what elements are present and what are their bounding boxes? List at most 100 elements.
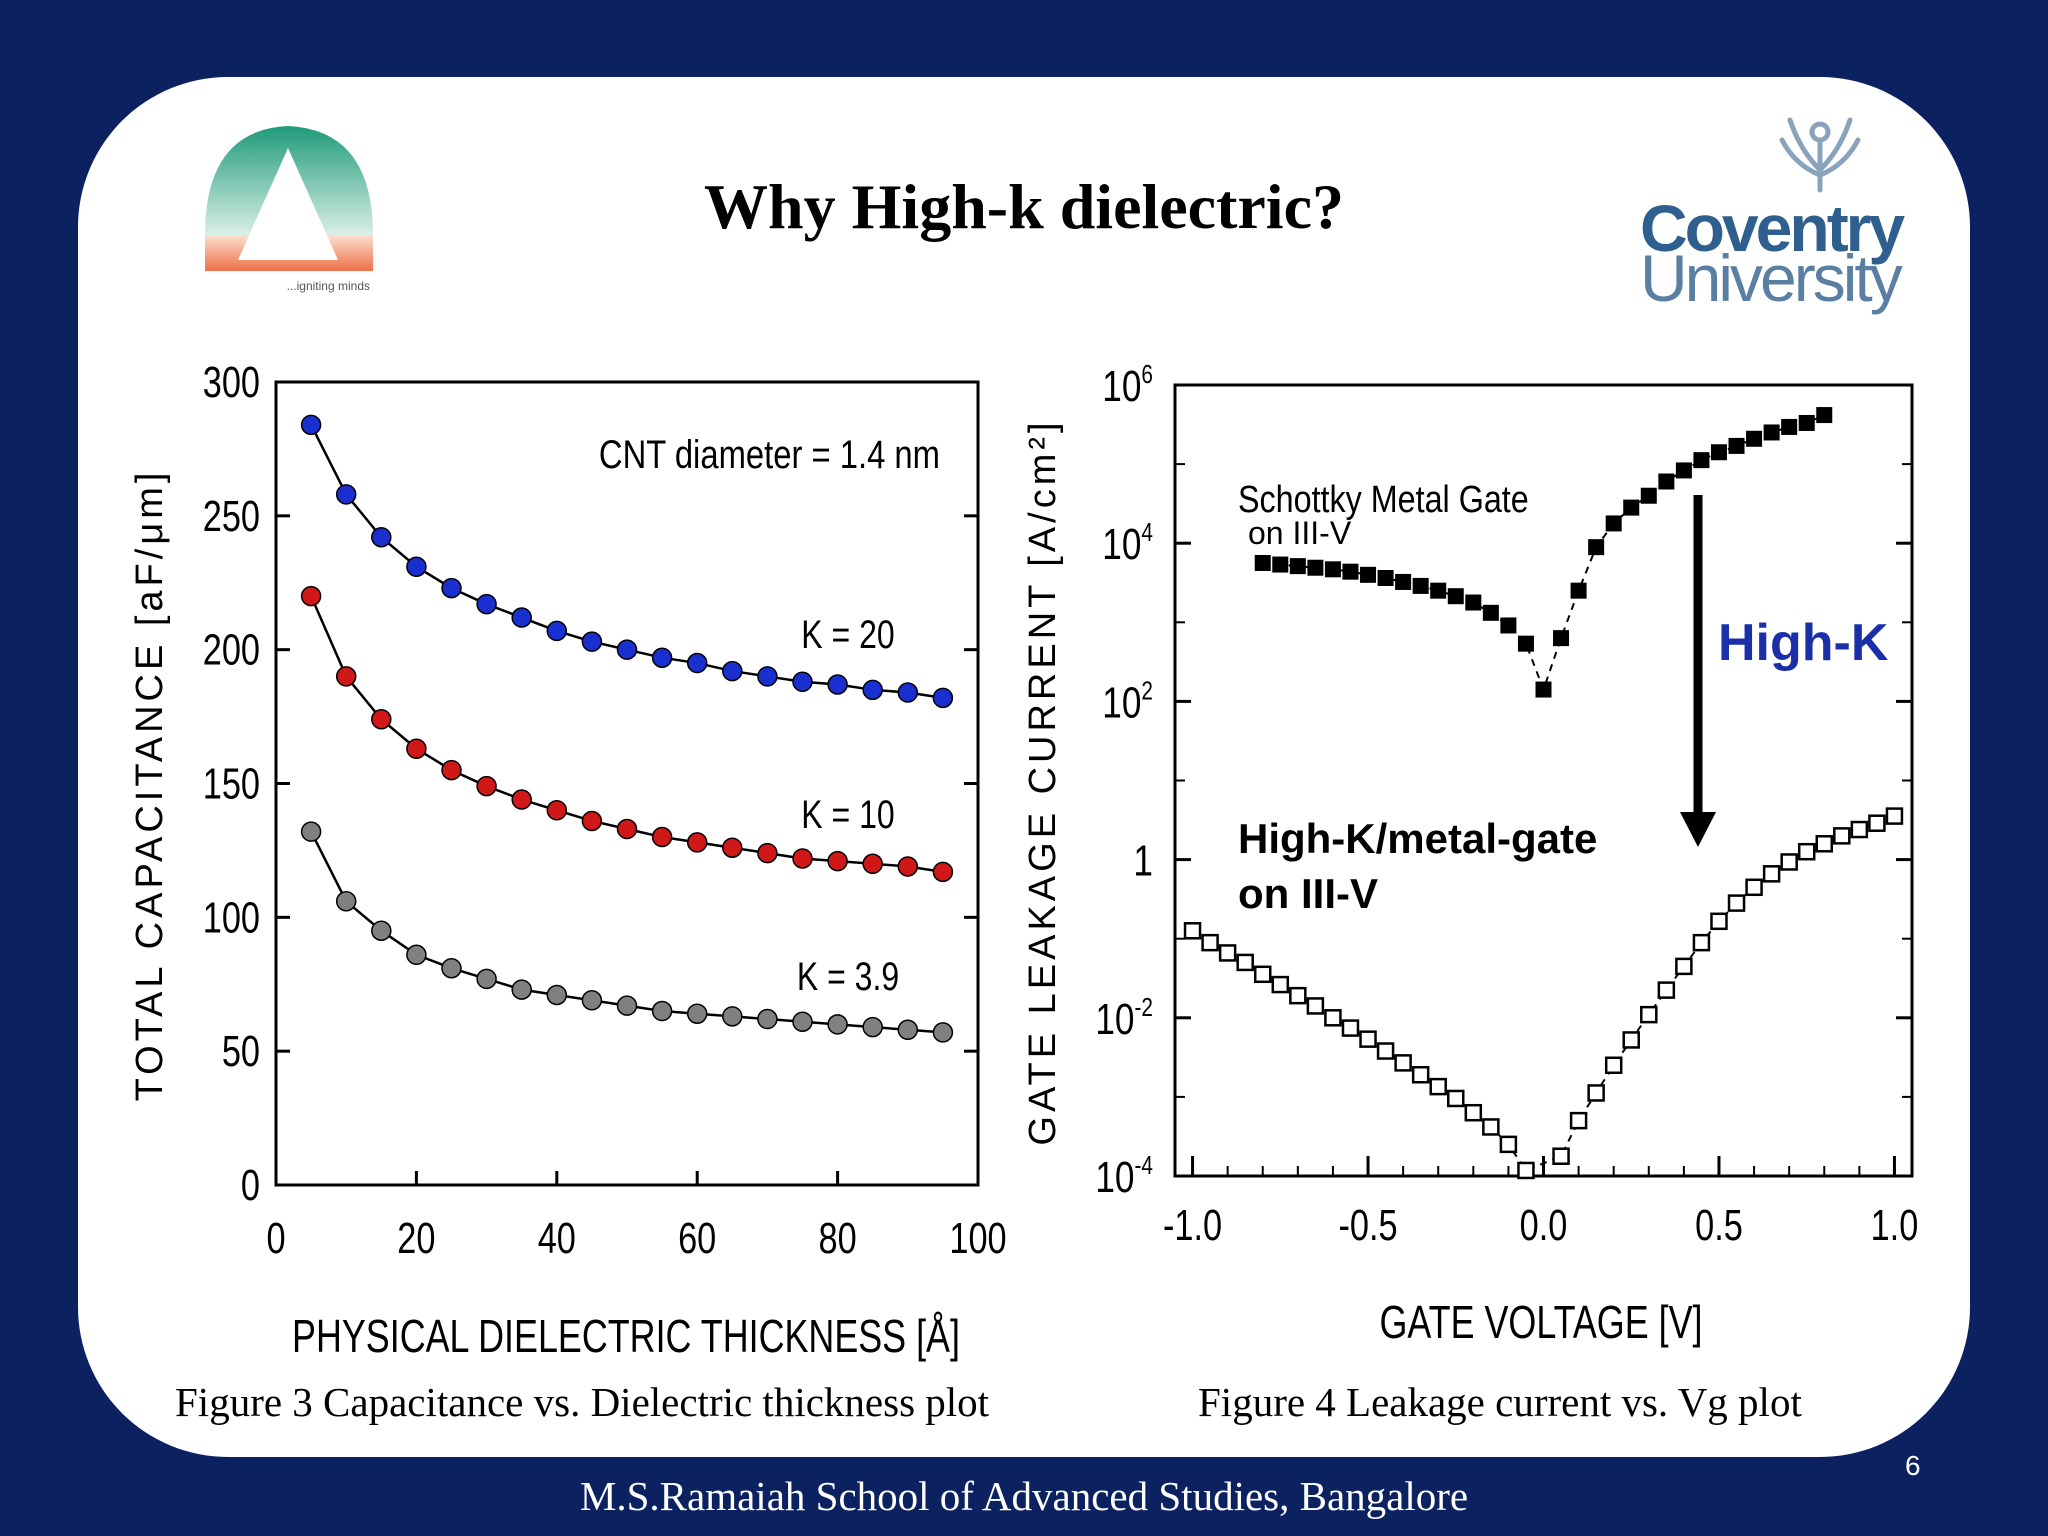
chart1-y-tick-label: 300 xyxy=(203,358,260,407)
data-point xyxy=(1499,1135,1518,1154)
chart1-x-tick-label: 20 xyxy=(397,1214,435,1263)
data-point xyxy=(441,957,462,979)
data-point xyxy=(792,671,813,693)
page-number: 6 xyxy=(1905,1450,1921,1481)
data-point xyxy=(1692,933,1711,952)
chart2-x-tick-label: 0.0 xyxy=(1520,1201,1568,1250)
data-point xyxy=(1746,430,1763,447)
data-point xyxy=(406,738,427,759)
data-point xyxy=(1342,563,1359,580)
chart1-y-axis-label: TOTAL CAPACITANCE [aF/μm] xyxy=(129,469,171,1102)
data-point xyxy=(1710,444,1727,461)
data-point xyxy=(1798,414,1815,431)
leakage-chart: -1.0 -0.5 0.0 0.5 1.0 106 104 102 1 10-2 10-4 Scho… xyxy=(1022,360,1918,1348)
data-point xyxy=(476,968,497,990)
data-point xyxy=(932,861,954,883)
data-point xyxy=(1500,617,1517,634)
data-point xyxy=(616,818,638,840)
footer-text: M.S.Ramaiah School of Advanced Studies, … xyxy=(579,1473,1469,1519)
data-point xyxy=(1218,944,1237,962)
data-point xyxy=(1762,865,1781,883)
chart1-y-tick-label: 250 xyxy=(203,492,260,541)
data-point xyxy=(511,789,532,810)
data-point xyxy=(1675,462,1692,479)
data-point xyxy=(722,837,743,858)
data-point xyxy=(1553,630,1570,647)
data-point xyxy=(1307,559,1324,576)
chart1-axes: 0 20 40 60 80 100 0 50 100 150 200 250 300 xyxy=(203,358,1007,1263)
data-point xyxy=(1535,681,1552,698)
data-point xyxy=(1254,554,1271,571)
data-point xyxy=(476,775,497,797)
data-point xyxy=(897,856,919,877)
data-point xyxy=(1850,820,1869,839)
data-point xyxy=(476,593,497,615)
data-point xyxy=(1306,997,1325,1015)
data-point xyxy=(686,1003,708,1024)
data-point xyxy=(581,631,603,652)
data-point xyxy=(1552,1147,1570,1165)
chart2-series xyxy=(1183,407,1904,1180)
data-point xyxy=(616,639,638,660)
chart2-y-tick-label: 106 xyxy=(1102,360,1153,411)
data-point xyxy=(1376,1042,1395,1060)
data-point xyxy=(862,853,883,875)
series-label-2: K = 3.9 xyxy=(797,954,899,999)
data-point xyxy=(651,647,673,668)
data-point xyxy=(1570,582,1587,599)
data-point xyxy=(1728,437,1745,454)
logo-right-line1: Coventry xyxy=(1640,191,1905,265)
data-point xyxy=(686,652,708,674)
data-point xyxy=(441,577,462,599)
data-point xyxy=(932,687,954,709)
data-point xyxy=(546,984,568,1006)
data-point xyxy=(1640,487,1657,504)
data-point xyxy=(722,1006,743,1027)
highk-metal-label-line1: High-K/metal-gate xyxy=(1238,815,1597,862)
data-point xyxy=(757,1008,778,1030)
data-point xyxy=(1272,556,1289,573)
data-point xyxy=(1605,515,1622,532)
chart2-y-tick-label: 104 xyxy=(1102,518,1153,569)
data-point xyxy=(1868,814,1886,832)
chart2-y-tick-label: 1 xyxy=(1133,837,1153,886)
data-point xyxy=(1604,1056,1623,1075)
data-point xyxy=(1412,577,1429,594)
chart2-x-tick-label: -1.0 xyxy=(1163,1201,1222,1250)
data-point xyxy=(511,607,532,628)
data-point xyxy=(1482,1118,1500,1136)
data-point xyxy=(1447,1089,1465,1108)
chart1-y-tick-label: 100 xyxy=(203,893,260,942)
data-point xyxy=(757,666,778,687)
data-point xyxy=(897,682,919,703)
data-point xyxy=(441,759,462,781)
data-point xyxy=(1763,424,1780,441)
chart2-axes: -1.0 -0.5 0.0 0.5 1.0 106 104 102 1 10-2 10-4 xyxy=(1095,360,1918,1250)
data-point xyxy=(1377,570,1394,587)
caption-figure-4: Figure 4 Leakage current vs. Vg plot xyxy=(1198,1379,1802,1425)
data-point xyxy=(1569,1111,1588,1130)
chart1-annotation: CNT diameter = 1.4 nm xyxy=(599,432,940,477)
chart1-y-tick-label: 50 xyxy=(222,1027,260,1076)
slide-card xyxy=(78,77,1970,1457)
chart1-x-tick-label: 40 xyxy=(538,1214,576,1263)
data-point xyxy=(757,842,778,864)
data-point xyxy=(1517,635,1534,652)
data-point xyxy=(1675,957,1693,976)
data-point xyxy=(335,891,357,912)
down-arrow-icon xyxy=(1680,495,1716,847)
data-point xyxy=(1781,418,1798,435)
data-point xyxy=(1622,1031,1640,1049)
data-point xyxy=(1657,981,1676,999)
chart1-y-tick-label: 150 xyxy=(203,759,260,808)
data-point xyxy=(1341,1019,1360,1037)
data-point xyxy=(1885,807,1904,825)
logo-left-tagline: ...igniting minds xyxy=(287,279,370,293)
data-point xyxy=(686,832,708,853)
data-point xyxy=(1482,604,1499,621)
data-point xyxy=(722,660,743,682)
data-point xyxy=(1324,1009,1342,1027)
data-point xyxy=(581,990,603,1011)
data-point xyxy=(371,920,392,941)
